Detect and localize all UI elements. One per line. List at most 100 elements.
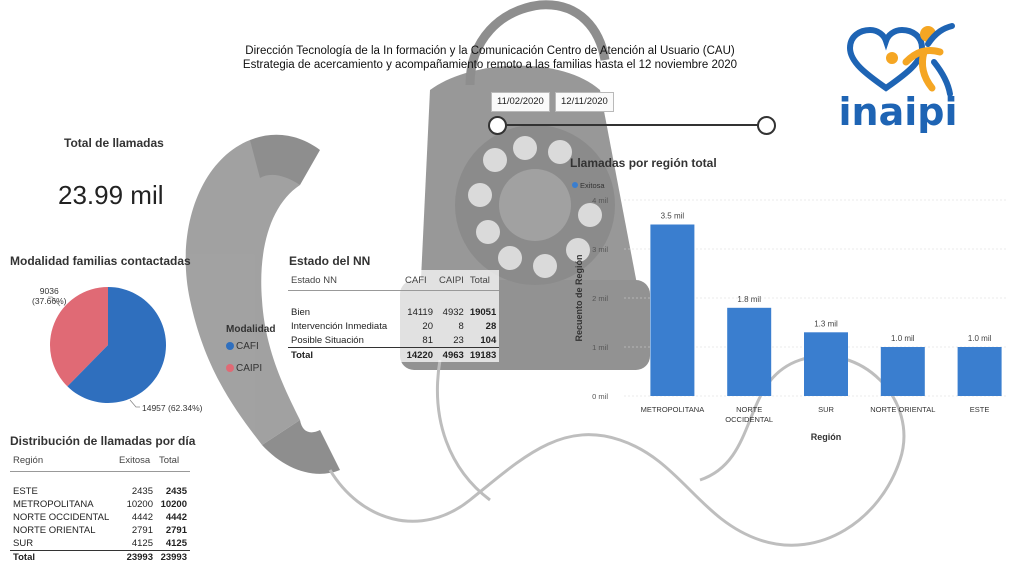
cell-total-label: Total xyxy=(288,347,402,362)
table-row: Intervención Inmediata 20 8 28 xyxy=(288,319,499,333)
legend-label-exitosa[interactable]: Exitosa xyxy=(580,181,605,190)
heart-family-icon xyxy=(846,23,955,97)
cell-exitosa: 10200 xyxy=(126,499,153,510)
cell-total: 4125 xyxy=(165,538,187,549)
inaipi-logo: inaipi xyxy=(828,22,968,142)
cell-total-exitosa: 23993 xyxy=(116,550,156,564)
bar-data-label: 3.5 mil xyxy=(661,212,685,221)
bar-data-label: 1.3 mil xyxy=(814,319,838,328)
cell-total: 28 xyxy=(485,320,497,332)
region-bar-chart: Llamadas por región total Exitosa 0 mil 1 m… xyxy=(560,150,1016,450)
modalidad-title: Modalidad familias contactadas xyxy=(10,254,191,268)
bar-norte-oriental[interactable] xyxy=(880,347,925,396)
bar-chart-title: Llamadas por región total xyxy=(570,156,717,170)
bar-chart-svg: Llamadas por región total Exitosa 0 mil 1 m… xyxy=(570,156,1008,442)
cell-total-total: 19183 xyxy=(466,347,500,362)
col-estado-nn[interactable]: Estado NN xyxy=(288,270,402,291)
table-row: Bien 14119 4932 19051 xyxy=(288,305,499,319)
y-tick-label: 3 mil xyxy=(592,245,608,254)
col-exitosa[interactable]: Exitosa xyxy=(116,449,156,472)
table-total-row: Total 14220 4963 19183 xyxy=(288,347,500,362)
modalidad-legend: Modalidad CAFI CAIPI xyxy=(226,324,275,383)
cell-total-total: 23993 xyxy=(156,550,190,564)
col-total[interactable]: Total xyxy=(466,270,500,291)
distribucion-header-row: Región Exitosa Total xyxy=(10,449,190,472)
y-tick-label: 1 mil xyxy=(592,343,608,352)
cell-caipi: 8 xyxy=(458,320,464,332)
pie-slice-cafi[interactable] xyxy=(67,287,166,403)
table-total-row: Total 23993 23993 xyxy=(10,550,190,564)
cell-cafi: 20 xyxy=(422,320,433,332)
legend-item-caipi[interactable]: CAIPI xyxy=(226,361,275,375)
bar-data-label: 1.0 mil xyxy=(891,334,915,343)
cell-region: NORTE ORIENTAL xyxy=(13,525,96,536)
x-tick-label: OCCIDENTAL xyxy=(725,415,773,424)
cell-total-cafi: 14220 xyxy=(402,347,436,362)
x-tick-label: NORTE ORIENTAL xyxy=(870,405,935,414)
cell-region: SUR xyxy=(13,538,34,549)
x-tick-label: ESTE xyxy=(970,405,990,414)
pie-svg xyxy=(48,287,166,408)
cell-exitosa: 2435 xyxy=(131,486,153,497)
x-tick-label: METROPOLITANA xyxy=(641,405,705,414)
bar-data-label: 1.0 mil xyxy=(968,334,992,343)
pie-label-cafi: 14957 (62.34%) xyxy=(142,403,203,413)
date-start-input[interactable]: 11/02/2020 xyxy=(491,92,550,112)
report-header: Dirección Tecnología de la In formación … xyxy=(150,44,830,72)
pie-label-caipi-value: 9036 xyxy=(39,286,59,296)
estado-nn-title: Estado del NN xyxy=(289,254,371,268)
table-row: ESTE 2435 2435 xyxy=(10,485,190,498)
bar-data-label: 1.8 mil xyxy=(737,295,761,304)
bar-norte-occidental[interactable] xyxy=(727,307,772,396)
legend-label-caipi: CAIPI xyxy=(236,362,263,374)
table-row: SUR 4125 4125 xyxy=(10,537,190,551)
legend-label-cafi: CAFI xyxy=(236,340,259,352)
date-slider-end-handle[interactable] xyxy=(757,116,776,135)
col-cafi[interactable]: CAFI xyxy=(402,270,436,291)
cell-region: ESTE xyxy=(13,486,38,497)
cell-estado: Intervención Inmediata xyxy=(291,320,388,332)
legend-dot-caipi-icon xyxy=(226,364,234,372)
cell-total: 104 xyxy=(480,334,497,346)
cell-total: 4442 xyxy=(165,512,187,523)
kpi-value: 23.99 mil xyxy=(58,180,164,210)
bar-este[interactable] xyxy=(957,347,1002,396)
cell-total-caipi: 4963 xyxy=(436,347,467,362)
legend-dot-cafi-icon xyxy=(226,342,234,350)
col-region[interactable]: Región xyxy=(10,449,116,472)
y-axis-label: Recuento de Región xyxy=(574,254,584,341)
cell-region: NORTE OCCIDENTAL xyxy=(13,512,110,523)
bar-sur[interactable] xyxy=(804,332,848,396)
cell-caipi: 4932 xyxy=(442,306,464,318)
table-row: NORTE ORIENTAL 2791 2791 xyxy=(10,524,190,537)
estado-nn-table: Estado NN CAFI CAIPI Total Bien 14119 49… xyxy=(288,270,500,362)
table-row: METROPOLITANA 10200 10200 xyxy=(10,498,190,511)
legend-dot-exitosa-icon xyxy=(572,182,578,188)
pie-label-caipi-pct: (37.66%) xyxy=(32,296,67,306)
logo-wordmark: inaipi xyxy=(838,90,958,134)
col-total[interactable]: Total xyxy=(156,449,190,472)
cell-total: 10200 xyxy=(160,499,187,510)
date-slider-track[interactable] xyxy=(497,124,765,126)
legend-item-cafi[interactable]: CAFI xyxy=(226,339,275,353)
y-tick-label: 4 mil xyxy=(592,196,608,205)
date-end-input[interactable]: 12/11/2020 xyxy=(555,92,614,112)
bar-metropolitana[interactable] xyxy=(650,224,695,397)
kpi-title: Total de llamadas xyxy=(64,136,164,150)
cell-total: 2435 xyxy=(165,486,187,497)
cell-total-label: Total xyxy=(10,550,116,564)
cell-region: METROPOLITANA xyxy=(13,499,94,510)
modalidad-pie-chart: 9036 (37.66%) 14957 (62.34%) xyxy=(10,270,240,420)
y-tick-label: 2 mil xyxy=(592,294,608,303)
cell-exitosa: 4125 xyxy=(131,538,153,549)
pie-slice-caipi[interactable] xyxy=(49,287,108,387)
table-row: NORTE OCCIDENTAL 4442 4442 xyxy=(10,511,190,524)
col-caipi[interactable]: CAIPI xyxy=(436,270,467,291)
pie-label-caipi: 9036 (37.66%) xyxy=(32,286,67,306)
date-slider-start-handle[interactable] xyxy=(488,116,507,135)
header-line-2: Estrategia de acercamiento y acompañamie… xyxy=(242,59,738,71)
cell-exitosa: 2791 xyxy=(131,525,153,536)
estado-nn-header-row: Estado NN CAFI CAIPI Total xyxy=(288,270,500,291)
cell-caipi: 23 xyxy=(453,334,464,346)
